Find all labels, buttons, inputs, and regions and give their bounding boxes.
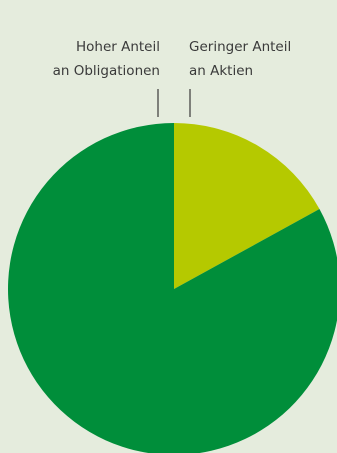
label-aktien: Geringer Anteil an Aktien [189, 35, 291, 83]
label-obligationen-line-2: an Obligationen [52, 63, 160, 79]
label-obligationen-line-1: Hoher Anteil [75, 39, 160, 55]
pie-slice-obligationen [8, 123, 337, 453]
pie-slice-aktien [174, 123, 320, 289]
label-obligationen: Hoher Anteil an Obligationen [53, 35, 160, 83]
label-aktien-line-2: an Aktien [189, 63, 254, 79]
label-aktien-line-1: Geringer Anteil [189, 39, 292, 55]
